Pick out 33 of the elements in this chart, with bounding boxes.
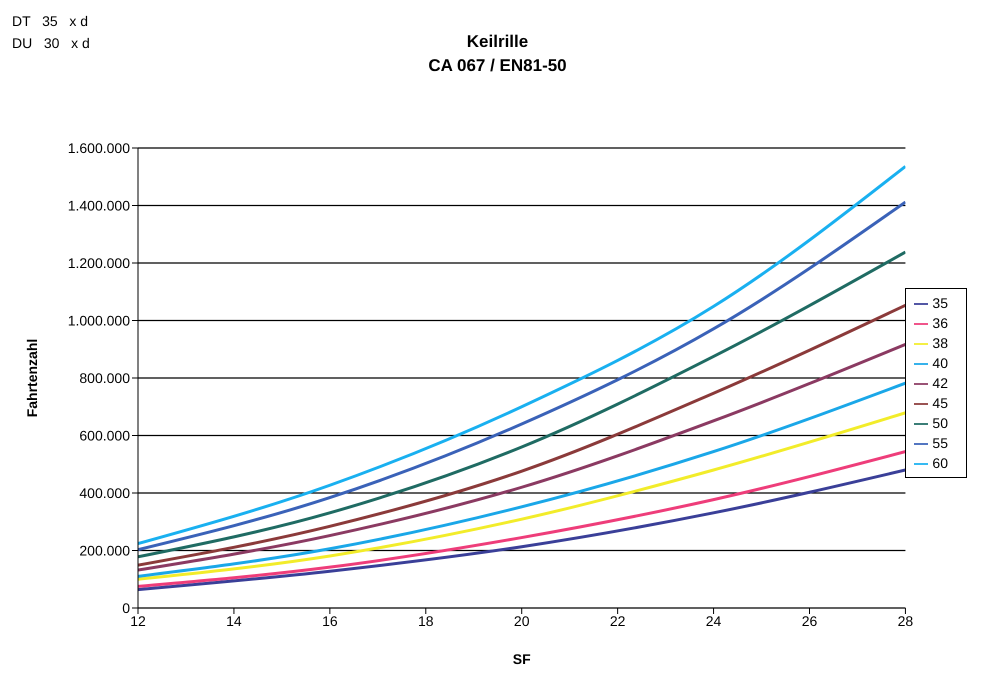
y-tick-label: 400.000	[79, 484, 130, 501]
legend-label: 40	[932, 355, 948, 371]
y-tick-label: 200.000	[79, 542, 130, 558]
y-axis-title: Fahrtenzahl	[24, 338, 40, 418]
x-tick-label: 18	[418, 612, 434, 629]
y-tick-label: 1.600.000	[68, 140, 130, 156]
chart-title: Keilrille	[466, 32, 528, 51]
x-tick-label: 26	[802, 612, 818, 629]
y-tick-label: 800.000	[79, 370, 130, 386]
legend-label: 50	[932, 415, 948, 431]
legend-label: 42	[932, 375, 948, 391]
x-tick-label: 28	[898, 612, 914, 629]
x-tick-label: 24	[706, 612, 722, 629]
legend-label: 35	[932, 295, 948, 311]
legend-label: 38	[932, 335, 948, 351]
x-tick-label: 20	[514, 612, 530, 629]
y-tick-label: 1.400.000	[68, 197, 130, 214]
x-tick-label: 14	[226, 612, 242, 629]
chart-subtitle: CA 067 / EN81-50	[427, 55, 568, 77]
x-tick-label: 22	[610, 612, 626, 629]
y-tick-label: 1.000.000	[68, 312, 130, 328]
legend-label: 60	[932, 455, 948, 471]
x-tick-label: 12	[130, 612, 146, 629]
text: DT 35 x d	[12, 12, 89, 31]
text: DU 30 x d	[12, 34, 90, 53]
x-tick-label: 16	[322, 612, 338, 629]
y-tick-label: 600.000	[79, 427, 130, 444]
legend-label: 45	[932, 395, 948, 411]
legend-label: 55	[932, 435, 948, 451]
y-tick-label: 1.200.000	[68, 254, 130, 271]
legend-label: 36	[932, 315, 948, 331]
y-tick-label: 0	[122, 600, 130, 616]
x-axis-title: SF	[512, 651, 532, 667]
